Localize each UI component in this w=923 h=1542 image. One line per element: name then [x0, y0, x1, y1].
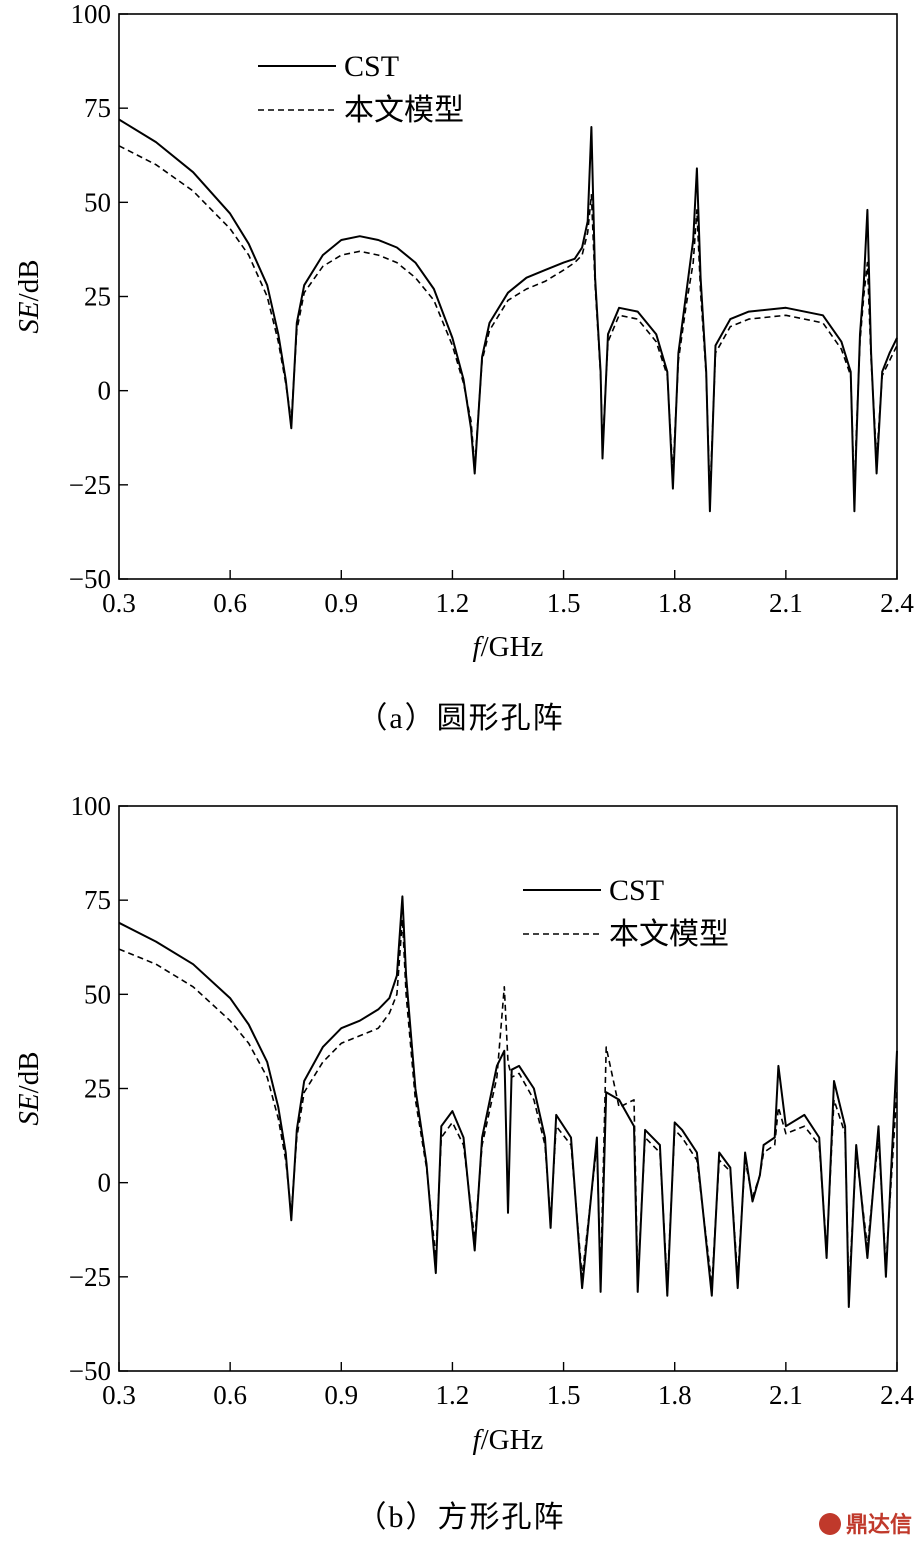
y-tick-label: 100 — [71, 0, 112, 29]
x-tick-label: 2.4 — [880, 588, 914, 618]
series-line-cst — [118, 895, 898, 1308]
x-tick-label: 0.3 — [102, 588, 136, 618]
x-tick-label: 0.3 — [102, 1380, 136, 1410]
watermark-badge — [819, 1513, 841, 1535]
x-tick-label: 2.1 — [769, 588, 803, 618]
y-axis-title: SE/dB — [13, 1051, 45, 1125]
y-tick-label: 50 — [84, 187, 111, 217]
series-line-model — [118, 918, 898, 1293]
legend-label: CST — [609, 874, 664, 907]
chart-panel-a: 0.3 0.6 0.9 1.2 1.5 1.8 2.1 2.4 100 75 50 25 0 −25 −50… — [13, 0, 914, 735]
y-tick-label: −50 — [69, 564, 111, 594]
series-line-model — [118, 145, 898, 497]
y-tick-label: −50 — [69, 1356, 111, 1386]
y-tick-label: 75 — [84, 93, 111, 123]
figure-caption: （b）方形孔阵 — [357, 1501, 566, 1534]
chart-panel-b: 0.3 0.6 0.9 1.2 1.5 1.8 2.1 2.4 100 75 50 25 0 −25 −50… — [13, 791, 914, 1534]
watermark-logo: 鼎达信 — [819, 1512, 912, 1538]
plot-frame — [118, 13, 898, 580]
legend-label: 本文模型 — [344, 94, 464, 127]
y-tick-label: 0 — [98, 376, 112, 406]
y-axis-title: SE/dB — [13, 259, 45, 333]
x-tick-label: 1.8 — [658, 588, 692, 618]
x-tick-label: 2.4 — [880, 1380, 914, 1410]
watermark-text: 鼎达信 — [846, 1512, 912, 1538]
x-tick-label: 0.9 — [324, 1380, 358, 1410]
x-tick-label: 1.2 — [436, 588, 470, 618]
x-tick-label: 0.9 — [324, 588, 358, 618]
x-tick-label: 0.6 — [213, 1380, 247, 1410]
x-tick-label: 0.6 — [213, 588, 247, 618]
y-tick-label: 100 — [71, 791, 112, 821]
legend-label: CST — [344, 50, 399, 83]
y-tick-label: −25 — [69, 470, 111, 500]
y-tick-label: 50 — [84, 979, 111, 1009]
y-tick-label: 25 — [84, 282, 111, 312]
y-tick-label: −25 — [69, 1262, 111, 1292]
x-axis-title: f/GHz — [473, 631, 544, 663]
x-tick-label: 1.8 — [658, 1380, 692, 1410]
x-tick-label: 1.5 — [547, 1380, 581, 1410]
legend-label: 本文模型 — [609, 918, 729, 951]
y-tick-label: 25 — [84, 1074, 111, 1104]
x-axis-title: f/GHz — [473, 1424, 544, 1456]
x-tick-label: 1.2 — [436, 1380, 470, 1410]
x-tick-label: 2.1 — [769, 1380, 803, 1410]
figure-caption: （a）圆形孔阵 — [357, 702, 564, 735]
y-tick-label: 0 — [98, 1168, 112, 1198]
y-tick-label: 75 — [84, 885, 111, 915]
x-tick-label: 1.5 — [547, 588, 581, 618]
